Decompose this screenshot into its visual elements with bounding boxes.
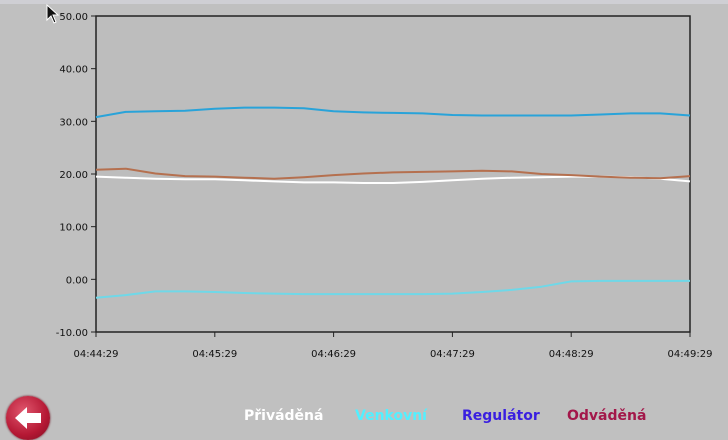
y-tick-label: 50.00 [59,12,88,23]
series-layer [95,106,691,299]
y-tick-label: 10.00 [59,223,88,234]
x-tick-label: 04:44:29 [74,349,119,360]
x-tick-label: 04:47:29 [430,349,475,360]
y-tick-label: 30.00 [59,117,88,128]
x-axis: 04:44:29 04:45:29 04:46:29 04:47:29 04:48:29… [74,332,713,360]
y-tick-label: 20.00 [59,170,88,181]
legend-item-venkovni: Venkovní [355,408,427,424]
legend-item-regulator: Regulátor [462,408,540,424]
series-line-venkovni [95,279,690,299]
y-tick-label: -10.00 [56,328,88,339]
x-tick-label: 04:48:29 [549,349,594,360]
y-tick-label: 0.00 [66,275,88,286]
x-tick-label: 04:49:29 [668,349,713,360]
back-button[interactable] [6,396,50,440]
x-tick-label: 04:46:29 [311,349,356,360]
series-line-odvadena [95,167,691,180]
series-line-regulator [95,106,691,119]
temperature-chart: 50.00 40.00 30.00 20.00 10.00 0.00 -10.00 04:4… [56,12,713,360]
back-arrow-icon [15,407,41,429]
x-tick-label: 04:45:29 [192,349,237,360]
y-axis: 50.00 40.00 30.00 20.00 10.00 0.00 -10.00 [56,12,96,339]
legend-item-privadena: Přiváděná [244,408,324,424]
mouse-cursor-icon [46,3,60,28]
window-top-border [0,0,728,4]
plot-area [95,15,691,333]
legend-item-odvadena: Odváděná [567,408,647,424]
y-tick-label: 40.00 [59,65,88,76]
